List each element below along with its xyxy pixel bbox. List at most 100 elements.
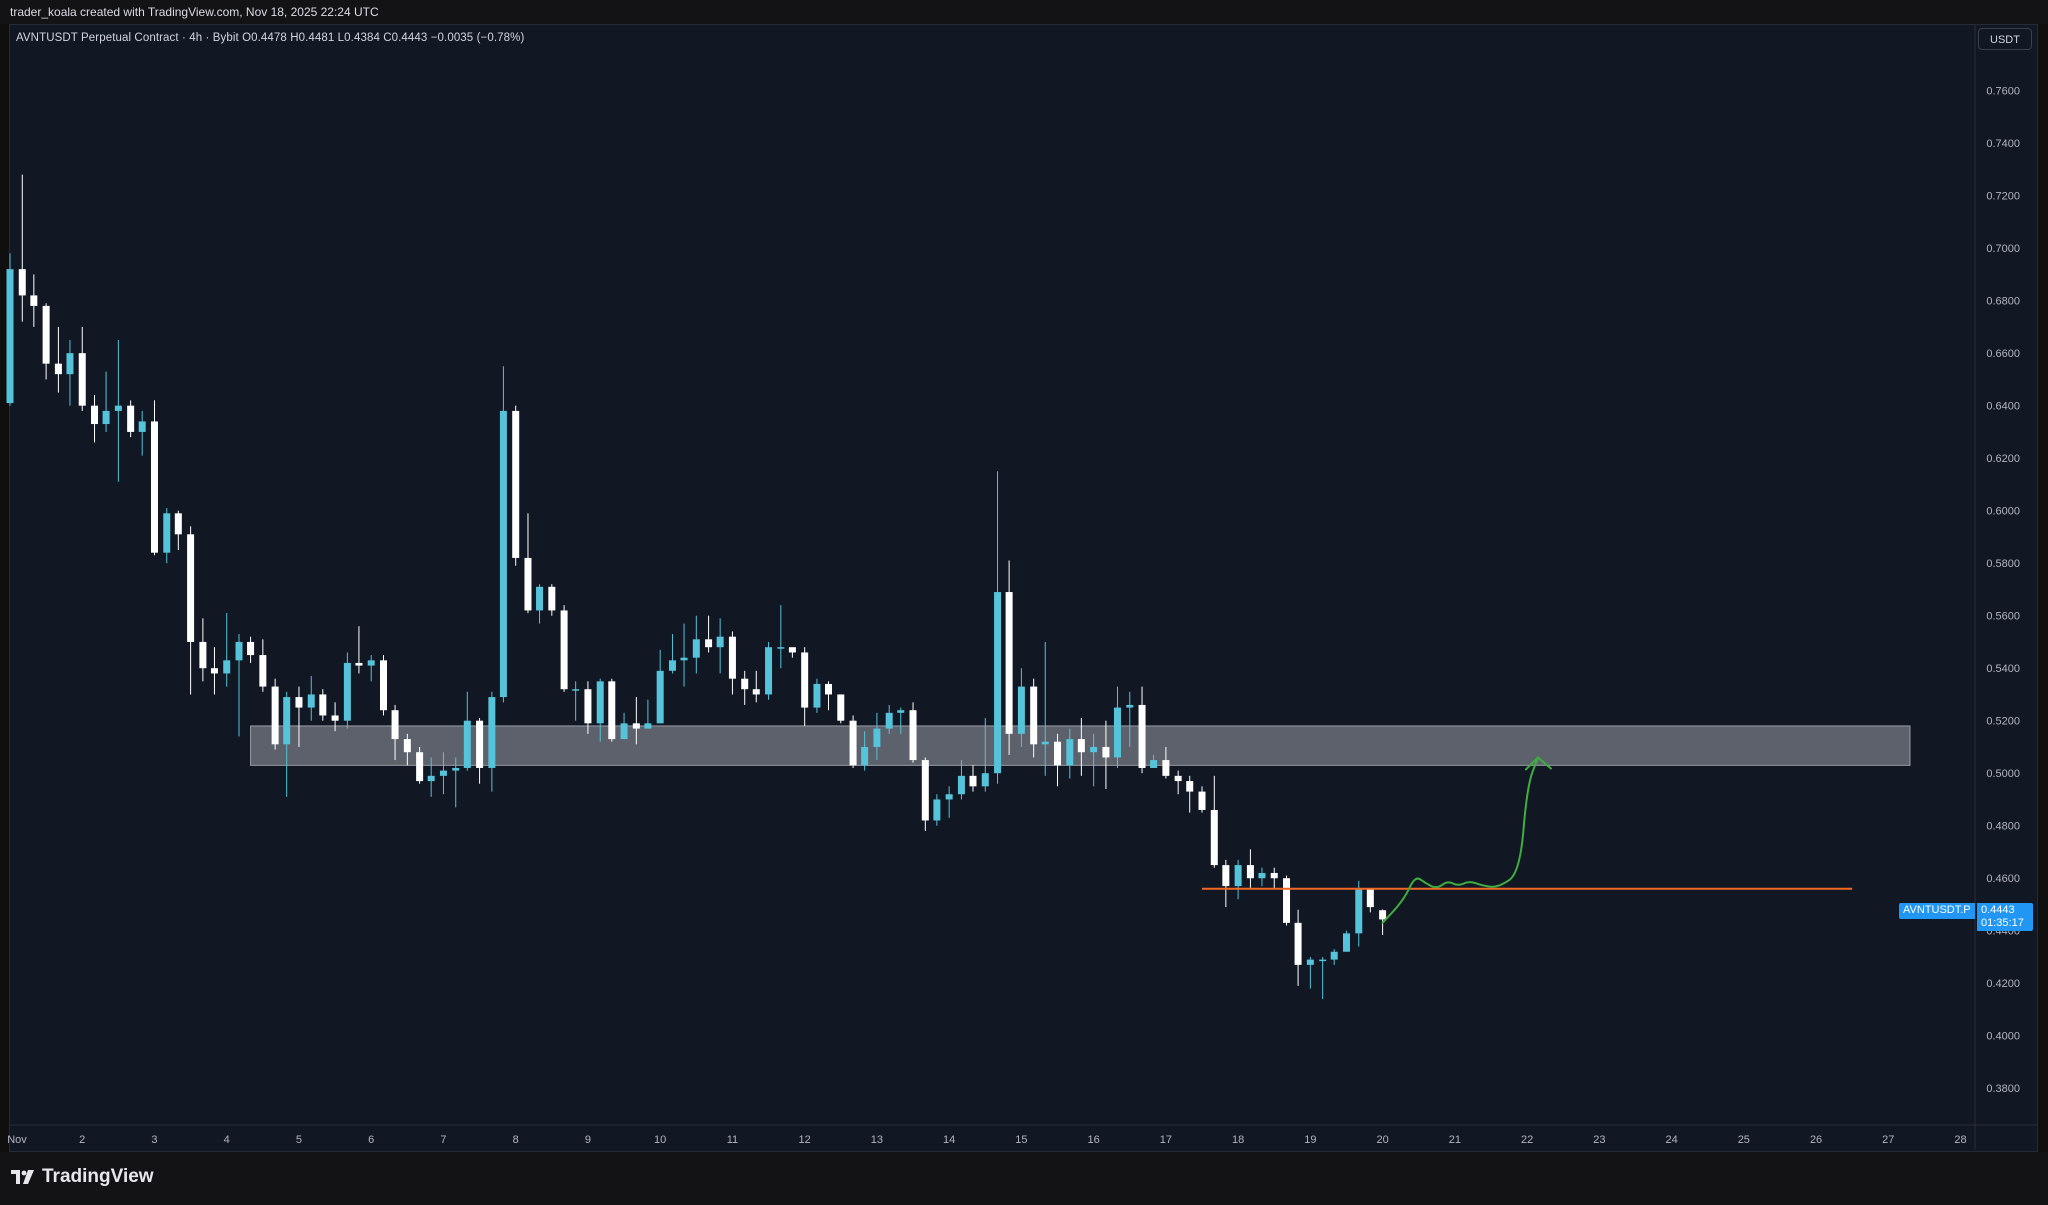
price-tick-label: 0.5800	[1986, 558, 2020, 570]
price-tick-label: 0.7400	[1986, 138, 2020, 150]
time-tick-label: 9	[585, 1134, 591, 1146]
candle-body	[66, 353, 74, 375]
time-tick-label: 11	[727, 1134, 738, 1146]
time-tick-label: 18	[1232, 1134, 1244, 1146]
candle-body	[150, 421, 158, 553]
time-tick-label: 6	[368, 1134, 374, 1146]
candle-up	[427, 757, 435, 797]
price-tick-label: 0.5400	[1986, 663, 2020, 675]
candle-body	[1222, 865, 1230, 887]
last-price-value-tag: 0.4443 01:35:17	[1977, 903, 2033, 931]
candle-body	[728, 636, 736, 679]
axis-lines	[9, 25, 2037, 1150]
candle-down	[391, 704, 399, 761]
candle-body	[777, 647, 785, 649]
candle-up	[138, 410, 146, 456]
candle-body	[187, 534, 195, 642]
candle-down	[1210, 775, 1218, 868]
candle-down	[1294, 909, 1302, 986]
candle-down	[560, 605, 568, 692]
candle-body	[741, 678, 749, 690]
price-tick-label: 0.6200	[1986, 453, 2020, 465]
time-tick-label: 23	[1593, 1134, 1605, 1146]
candle-up	[1319, 956, 1327, 999]
candle-down	[741, 670, 749, 705]
candle-down	[632, 697, 640, 745]
candle-down	[921, 757, 929, 831]
tradingview-logo[interactable]: TradingView	[10, 1166, 154, 1188]
candle-down	[476, 718, 484, 784]
candle-up	[1041, 641, 1049, 776]
price-tick-label: 0.4000	[1986, 1031, 2020, 1043]
candle-body	[54, 363, 62, 375]
candle-down	[1283, 875, 1291, 926]
time-tick-label: 8	[513, 1134, 519, 1146]
last-price-symbol: AVNTUSDT.P	[1903, 904, 1971, 916]
candle-body	[897, 710, 905, 713]
tradingview-logo-icon	[11, 1170, 34, 1184]
time-tick-label: 10	[654, 1134, 666, 1146]
candle-body	[210, 668, 218, 674]
time-tick-label: 4	[224, 1134, 230, 1146]
candle-body	[752, 689, 760, 695]
price-tick-label: 0.4600	[1986, 873, 2020, 885]
candle-up	[163, 508, 171, 564]
candle-up	[66, 340, 74, 406]
candle-down	[752, 670, 760, 703]
candle-body	[6, 269, 14, 404]
candle-up	[897, 707, 905, 734]
candle-body	[247, 641, 255, 656]
candle-body	[114, 405, 122, 411]
time-tick-label: 20	[1376, 1134, 1388, 1146]
chart-pane[interactable]	[9, 24, 2038, 1152]
currency-button[interactable]: USDT	[1978, 28, 2032, 50]
candle-up	[1342, 930, 1350, 952]
candle-body	[1030, 686, 1038, 745]
candle-body	[271, 686, 279, 745]
candle-down	[271, 678, 279, 750]
candle-down	[849, 715, 857, 768]
time-tick-label: 21	[1449, 1134, 1461, 1146]
candle-down	[1366, 888, 1374, 913]
candle-body	[957, 775, 965, 795]
candle-body	[572, 689, 580, 691]
candle-down	[512, 405, 520, 566]
candle-body	[476, 720, 484, 768]
candle-body	[283, 697, 291, 745]
time-tick-label: 19	[1304, 1134, 1316, 1146]
candle-up	[307, 676, 315, 721]
candle-down	[379, 655, 387, 716]
candle-body	[1162, 760, 1170, 776]
candle-body	[1270, 872, 1278, 879]
annotation-layer	[1202, 756, 1853, 924]
symbol-legend: AVNTUSDT Perpetual Contract · 4h · Bybit…	[16, 32, 525, 44]
candle-body	[969, 775, 977, 787]
candle-body	[825, 683, 833, 695]
candle-down	[788, 647, 796, 658]
candle-down	[199, 618, 207, 682]
price-tick-label: 0.5000	[1986, 768, 2020, 780]
candle-body	[656, 670, 664, 724]
candle-down	[1186, 775, 1194, 813]
candle-down	[1030, 678, 1038, 758]
candle-body	[355, 662, 363, 666]
footer-bar	[0, 1152, 2048, 1205]
candle-body	[1150, 760, 1158, 768]
candle-body	[1005, 592, 1013, 734]
price-tick-label: 0.4800	[1986, 821, 2020, 833]
candle-body	[644, 723, 652, 729]
candle-up	[1113, 686, 1121, 768]
candle-body	[1355, 888, 1363, 934]
candle-down	[30, 274, 38, 327]
candle-body	[416, 752, 424, 782]
price-tick-label: 0.6000	[1986, 506, 2020, 518]
x-axis-ticks: Nov 2 3 4 5 6 7 8 9 10 11 12 13 14 15 16 17 18 19 20 21 22 23 2…	[7, 1134, 1966, 1146]
candle-down	[584, 681, 592, 734]
candle-body	[548, 586, 556, 611]
candle-body	[801, 652, 809, 708]
candle-body	[620, 723, 628, 740]
candle-up	[1090, 733, 1098, 787]
candle-body	[1234, 865, 1242, 887]
created-by-text: trader_koala created with TradingView.co…	[10, 5, 379, 19]
